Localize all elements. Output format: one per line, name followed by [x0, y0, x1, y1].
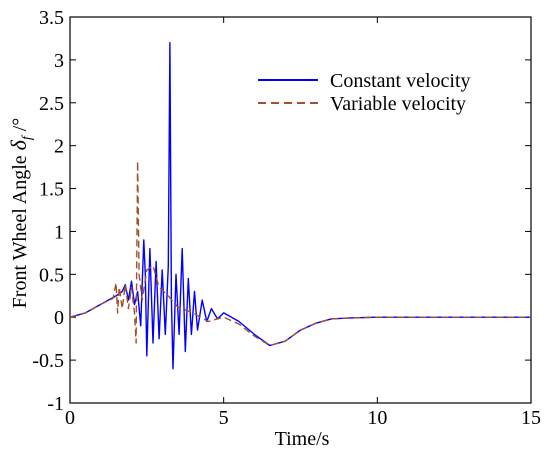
plot-frame — [69, 16, 532, 404]
y-tick-label: 2.5 — [39, 93, 64, 115]
y-tick-label: 3.5 — [39, 7, 64, 29]
y-tick-label: 1.5 — [39, 179, 64, 201]
y-tick-label: 0.5 — [39, 264, 64, 286]
x-tick-label: 0 — [65, 407, 75, 429]
y-axis-label-symbol: δ — [6, 139, 31, 150]
y-tick-label: -1 — [47, 393, 64, 415]
x-tick-label: 10 — [367, 407, 387, 429]
x-tick-label: 5 — [219, 407, 229, 429]
legend-label-constant: Constant velocity — [330, 70, 471, 92]
y-tick-label: -0.5 — [32, 350, 64, 372]
y-axis-label-sub: f — [20, 134, 35, 140]
plot-border — [69, 16, 532, 404]
y-tick-label: 3 — [54, 50, 64, 72]
y-axis-label-unit: /° — [9, 118, 31, 137]
y-axis-label-main: Front Wheel Angle — [9, 150, 31, 308]
x-axis-label: Time/s — [275, 428, 330, 450]
x-axis: 0 5 10 15 — [65, 17, 541, 429]
y-axis-label: Front Wheel Angle δf /° — [6, 118, 35, 309]
series-layer — [69, 42, 531, 370]
y-axis: -1 -0.5 0 0.5 1 1.5 2 2.5 3 3.5 — [32, 7, 531, 415]
series-line-variable-velocity — [69, 160, 531, 347]
legend: Constant velocity Variable velocity — [258, 70, 471, 115]
y-tick-label: 0 — [54, 307, 64, 329]
y-tick-label: 1 — [54, 221, 64, 243]
legend-label-variable: Variable velocity — [330, 93, 466, 115]
y-tick-label: 2 — [54, 136, 64, 158]
x-tick-label: 15 — [521, 407, 541, 429]
